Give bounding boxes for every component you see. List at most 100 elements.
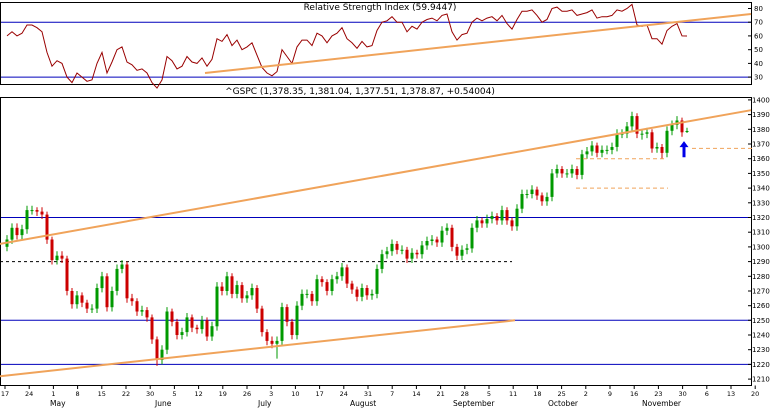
candle-body (660, 147, 664, 153)
x-axis-day-label: 24 (340, 390, 348, 398)
candle-body (275, 340, 279, 344)
candle-body (130, 298, 134, 302)
candle-body (615, 133, 619, 147)
price-axis-label: 1390 (752, 111, 770, 119)
candle-body (300, 293, 304, 306)
rsi-axis-label: 50 (754, 46, 763, 54)
x-axis-day-label: 23 (654, 390, 662, 398)
candle-body (685, 131, 689, 132)
x-axis-day-label: 8 (76, 390, 80, 398)
candle-body (425, 241, 429, 246)
candle-body (340, 267, 344, 277)
rsi-series (6, 3, 688, 89)
candle-body (260, 308, 264, 333)
candle-body (150, 317, 154, 340)
x-axis-day-label: 18 (533, 390, 541, 398)
candle-body (360, 288, 364, 297)
price-axis-label: 1380 (752, 126, 770, 134)
x-axis-day-label: 2 (584, 390, 588, 398)
price-panel-title: ^GSPC (1,378.35, 1,381.04, 1,377.51, 1,3… (225, 87, 495, 97)
up-arrow-marker (679, 141, 689, 158)
candle-body (95, 288, 99, 309)
candle-body (515, 208, 519, 227)
x-axis-day-label: 19 (219, 390, 227, 398)
candle-body (315, 279, 319, 302)
price-axis-label: 1400 (752, 96, 770, 104)
candle-body (115, 268, 119, 291)
candle-body (100, 276, 104, 289)
rsi-panel-border (0, 2, 752, 85)
panel-frames (0, 2, 752, 386)
candle-body (215, 286, 219, 327)
gridlines (0, 21, 751, 365)
candle-body (295, 305, 299, 336)
candle-body (220, 286, 224, 291)
price-axis-label: 1210 (752, 376, 770, 384)
candle-body (285, 307, 289, 322)
candle-body (415, 252, 419, 255)
candle-body (330, 279, 334, 291)
candle-body (135, 301, 139, 312)
candle-body (635, 116, 639, 134)
x-axis-day-label: 12 (194, 390, 202, 398)
candle-body (120, 264, 124, 269)
candle-body (475, 220, 479, 228)
candle-body (680, 120, 684, 133)
candle-body (435, 239, 439, 243)
candle-body (430, 239, 434, 241)
price-axis-label: 1290 (752, 258, 770, 266)
x-axis-month-label: September (453, 399, 495, 408)
candle-body (345, 267, 349, 284)
price-axis-label: 1250 (752, 317, 770, 325)
candle-body (380, 254, 384, 269)
x-axis-day-label: 24 (25, 390, 33, 398)
x-axis-day-label: 15 (98, 390, 106, 398)
candle-body (145, 310, 149, 318)
candle-body (670, 124, 674, 131)
price-trendline-lower (0, 319, 516, 378)
candle-body (225, 276, 229, 291)
x-axis-day-label: 6 (705, 390, 709, 398)
x-axis-day-label: 1 (51, 390, 55, 398)
price-axis-label: 1240 (752, 332, 770, 340)
rsi-axis-label: 40 (754, 60, 763, 68)
x-axis-month-label: July (257, 399, 272, 408)
x-axis-day-label: 25 (557, 390, 565, 398)
candle-body (610, 147, 614, 150)
candle-body (265, 332, 269, 341)
price-axis-label: 1300 (752, 243, 770, 251)
candle-body (590, 145, 594, 152)
rsi-axis-label: 30 (754, 74, 763, 82)
x-axis-day-label: 26 (243, 390, 251, 398)
candle-body (210, 326, 214, 337)
candle-body (55, 255, 59, 261)
candle-body (405, 249, 409, 259)
rsi-panel-title: Relative Strength Index (59.9447) (304, 3, 457, 13)
candle-body (650, 132, 654, 149)
candle-body (465, 248, 469, 250)
price-axis-label: 1360 (752, 155, 770, 163)
x-axis-day-label: 11 (509, 390, 517, 398)
candle-body (460, 249, 464, 256)
candle-body (70, 291, 74, 305)
price-panel-border (0, 97, 752, 386)
candle-body (665, 130, 669, 153)
candle-body (175, 321, 179, 335)
candle-body (480, 220, 484, 224)
x-axis-day-label: 16 (630, 390, 638, 398)
candle-body (495, 216, 499, 221)
x-axis-day-label: 20 (751, 390, 759, 398)
candle-body (160, 349, 164, 360)
candle-body (245, 295, 249, 299)
candle-body (580, 154, 584, 175)
candle-body (600, 149, 604, 153)
candle-body (545, 196, 549, 202)
x-axis-month-label: June (154, 399, 172, 408)
rsi-trendline (204, 13, 752, 74)
x-axis-month-label: May (50, 399, 66, 408)
candle-body (630, 116, 634, 127)
price-axis-label: 1340 (752, 185, 770, 193)
candle-body (75, 295, 79, 305)
candle-body (200, 320, 204, 330)
